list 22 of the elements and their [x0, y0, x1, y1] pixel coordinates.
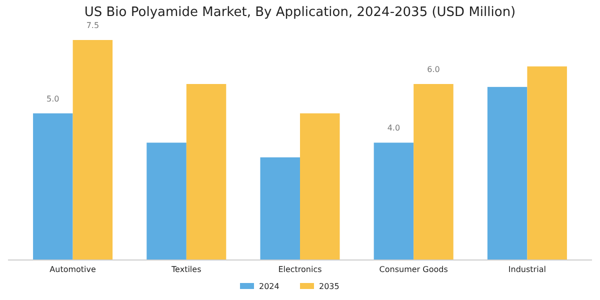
- x-tick-label: Consumer Goods: [379, 265, 448, 274]
- bar: [33, 113, 73, 260]
- bar: [300, 113, 340, 260]
- x-tick-label: Textiles: [170, 265, 202, 274]
- x-tick-label: Electronics: [278, 265, 322, 274]
- bar: [487, 86, 528, 260]
- bar: [146, 142, 186, 260]
- chart-title: US Bio Polyamide Market, By Application, 2024-2035 (USD Million): [84, 5, 516, 20]
- data-label: 4.0: [387, 124, 400, 133]
- bar: [186, 84, 226, 260]
- x-tick-label: Industrial: [508, 265, 546, 274]
- bar: [260, 157, 300, 260]
- bar: [72, 40, 113, 260]
- bar: [374, 142, 414, 260]
- legend-label: 2024: [259, 282, 280, 291]
- x-tick-label: Automotive: [50, 265, 96, 274]
- data-label: 5.0: [46, 94, 60, 104]
- data-label: 7.5: [86, 21, 100, 30]
- bar: [527, 66, 567, 260]
- legend-label: 2035: [319, 282, 340, 291]
- data-label: 6.0: [427, 65, 440, 74]
- bar: [414, 84, 454, 260]
